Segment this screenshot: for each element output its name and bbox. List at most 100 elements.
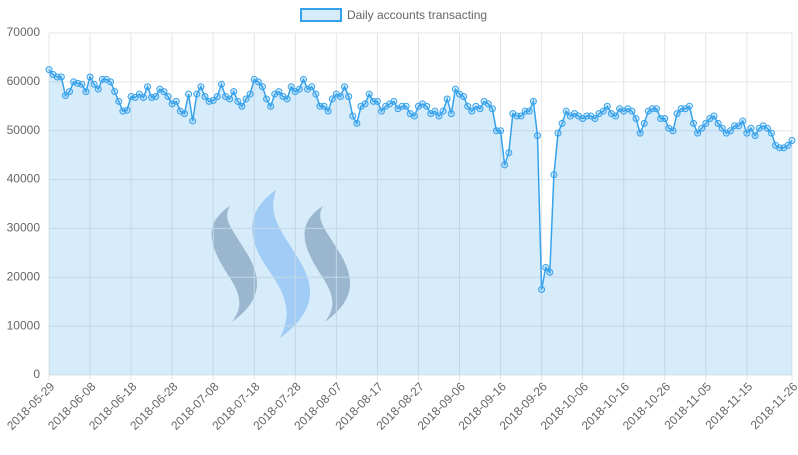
point bbox=[640, 119, 648, 127]
point bbox=[258, 83, 266, 91]
point bbox=[431, 107, 439, 115]
point bbox=[702, 119, 710, 127]
point bbox=[735, 122, 743, 130]
point bbox=[254, 78, 262, 86]
point bbox=[365, 90, 373, 98]
logo-stroke bbox=[211, 206, 258, 322]
point bbox=[443, 95, 451, 103]
point bbox=[439, 107, 447, 115]
point bbox=[361, 100, 369, 108]
point bbox=[611, 112, 619, 120]
point bbox=[180, 110, 188, 118]
point bbox=[308, 83, 316, 91]
point bbox=[341, 83, 349, 91]
point bbox=[246, 90, 254, 98]
point bbox=[234, 97, 242, 105]
point bbox=[694, 129, 702, 137]
point bbox=[328, 95, 336, 103]
point bbox=[562, 107, 570, 115]
point bbox=[90, 80, 98, 88]
point bbox=[345, 93, 353, 101]
point bbox=[599, 107, 607, 115]
point bbox=[336, 93, 344, 101]
point bbox=[447, 110, 455, 118]
point bbox=[300, 75, 308, 83]
legend-swatch bbox=[300, 8, 342, 22]
point bbox=[763, 124, 771, 132]
point bbox=[144, 83, 152, 91]
point bbox=[410, 112, 418, 120]
point bbox=[402, 102, 410, 110]
point bbox=[788, 136, 796, 144]
point bbox=[320, 102, 328, 110]
point bbox=[685, 102, 693, 110]
y-tick-label: 20000 bbox=[7, 269, 41, 283]
y-tick-label: 30000 bbox=[7, 221, 41, 235]
point bbox=[312, 90, 320, 98]
point bbox=[213, 93, 221, 101]
point bbox=[517, 112, 525, 120]
point bbox=[193, 90, 201, 98]
point bbox=[497, 127, 505, 135]
y-tick-label: 0 bbox=[33, 367, 40, 381]
point bbox=[603, 102, 611, 110]
point bbox=[378, 107, 386, 115]
point bbox=[435, 112, 443, 120]
point bbox=[61, 92, 69, 100]
point bbox=[390, 97, 398, 105]
point bbox=[139, 93, 147, 101]
point bbox=[591, 115, 599, 122]
point bbox=[468, 107, 476, 115]
point bbox=[107, 78, 115, 86]
point bbox=[476, 105, 484, 113]
point bbox=[653, 105, 661, 113]
point bbox=[263, 95, 271, 103]
point bbox=[267, 102, 275, 110]
point bbox=[751, 132, 759, 140]
point bbox=[45, 66, 53, 74]
point bbox=[739, 117, 747, 125]
point bbox=[718, 124, 726, 132]
point bbox=[558, 119, 566, 127]
point bbox=[689, 119, 697, 127]
point bbox=[230, 88, 238, 96]
point bbox=[160, 88, 168, 96]
y-tick-label: 10000 bbox=[7, 318, 41, 332]
grid bbox=[48, 32, 793, 380]
x-tick-label: 2018-11-26 bbox=[748, 379, 798, 432]
point bbox=[111, 88, 119, 96]
point bbox=[464, 102, 472, 110]
point bbox=[529, 97, 537, 105]
point bbox=[82, 88, 90, 96]
point bbox=[78, 80, 86, 88]
point bbox=[460, 93, 468, 101]
line bbox=[48, 69, 793, 290]
point bbox=[275, 88, 283, 96]
point bbox=[538, 286, 546, 293]
point bbox=[661, 115, 669, 122]
point bbox=[632, 115, 640, 122]
point bbox=[115, 97, 123, 105]
point bbox=[353, 119, 361, 127]
point bbox=[226, 95, 234, 103]
point bbox=[628, 107, 636, 115]
point bbox=[217, 80, 225, 88]
point bbox=[784, 141, 792, 149]
point bbox=[669, 127, 677, 135]
y-tick-label: 50000 bbox=[7, 123, 41, 137]
point bbox=[767, 129, 775, 137]
point bbox=[710, 112, 718, 120]
point bbox=[209, 96, 217, 104]
point bbox=[423, 102, 431, 110]
point bbox=[673, 110, 681, 118]
point bbox=[152, 93, 160, 101]
point bbox=[550, 171, 558, 179]
logo-stroke bbox=[304, 206, 351, 322]
legend: Daily accounts transacting bbox=[300, 8, 487, 22]
point bbox=[488, 105, 496, 113]
point bbox=[172, 97, 180, 105]
point bbox=[747, 124, 755, 132]
point bbox=[349, 112, 357, 120]
point bbox=[501, 161, 509, 169]
point bbox=[283, 95, 291, 103]
